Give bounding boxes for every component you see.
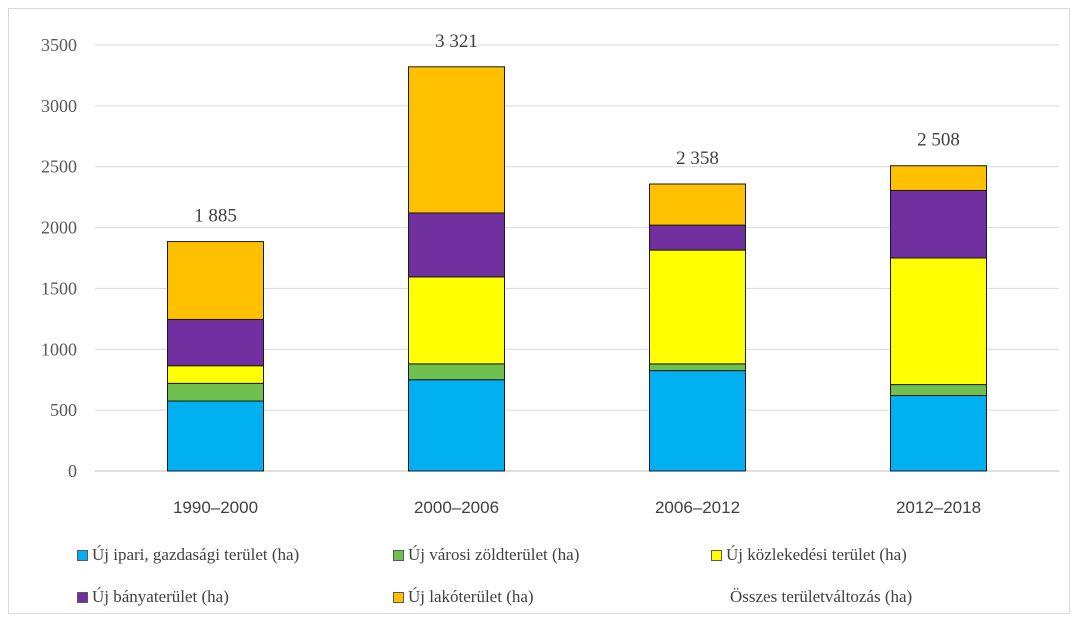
y-tick-label: 1500 bbox=[41, 278, 77, 298]
bar-segment bbox=[649, 363, 746, 372]
total-data-label: 2 508 bbox=[917, 130, 960, 151]
legend-item-zold: Új városi zöldterület (ha) bbox=[393, 545, 579, 565]
y-tick-label: 0 bbox=[68, 461, 77, 481]
bar-segment bbox=[890, 257, 987, 386]
bar-segment bbox=[167, 365, 264, 384]
chart-frame: 0 500 1000 1500 2000 2500 3000 3500 1 885 1990–20… bbox=[8, 8, 1070, 614]
legend-item-banya: Új bányaterület (ha) bbox=[77, 587, 229, 607]
x-tick-label: 2000–2006 bbox=[414, 498, 499, 517]
x-tick-label: 2006–2012 bbox=[655, 498, 740, 517]
legend-swatch-ipari bbox=[77, 549, 88, 561]
bar-segment bbox=[890, 189, 987, 259]
bar-segment bbox=[408, 276, 505, 365]
bar-segment bbox=[890, 384, 987, 397]
legend-label-zold: Új városi zöldterület (ha) bbox=[408, 545, 580, 564]
legend-item-kozlekedesi: Új közlekedési terület (ha) bbox=[711, 545, 907, 565]
legend-item-osszes: Összes területváltozás (ha) bbox=[730, 587, 912, 607]
bar-segment bbox=[890, 395, 987, 472]
bar-segment bbox=[408, 379, 505, 472]
legend-swatch-zold bbox=[393, 549, 404, 561]
bar-segment bbox=[890, 165, 987, 191]
legend-item-lako: Új lakóterület (ha) bbox=[393, 587, 534, 607]
bar-segment bbox=[408, 212, 505, 278]
x-tick-label: 1990–2000 bbox=[173, 498, 258, 517]
legend-swatch-kozlekedesi bbox=[711, 549, 722, 561]
bar-segment bbox=[167, 241, 264, 320]
total-data-label: 3 321 bbox=[435, 31, 478, 52]
y-tick-label: 3000 bbox=[41, 96, 77, 116]
y-tick-label: 2500 bbox=[41, 157, 77, 177]
bar-segment bbox=[167, 382, 264, 402]
bar-segment bbox=[649, 370, 746, 472]
x-tick-label: 2012–2018 bbox=[896, 498, 981, 517]
legend-label-kozlekedesi: Új közlekedési terület (ha) bbox=[726, 545, 907, 564]
bar-segment bbox=[167, 318, 264, 367]
bar-segment bbox=[649, 183, 746, 226]
legend-label-lako: Új lakóterület (ha) bbox=[408, 587, 534, 606]
y-tick-label: 2000 bbox=[41, 218, 77, 238]
y-tick-label: 500 bbox=[50, 400, 77, 420]
bar-segment bbox=[408, 66, 505, 214]
legend-label-osszes: Összes területváltozás (ha) bbox=[730, 587, 913, 606]
bar-segment bbox=[649, 249, 746, 365]
legend-label-banya: Új bányaterület (ha) bbox=[92, 587, 229, 606]
y-tick-label: 1000 bbox=[41, 339, 77, 359]
total-data-label: 2 358 bbox=[676, 148, 719, 169]
bar-segment bbox=[167, 400, 264, 472]
legend-swatch-lako bbox=[393, 591, 404, 603]
legend-swatch-banya bbox=[77, 591, 88, 603]
y-tick-label: 3500 bbox=[41, 35, 77, 55]
legend-label-ipari: Új ipari, gazdasági terület (ha) bbox=[92, 545, 300, 564]
bar-segment bbox=[408, 363, 505, 381]
bar-segment bbox=[649, 224, 746, 251]
legend-item-ipari: Új ipari, gazdasági terület (ha) bbox=[77, 545, 299, 565]
stacked-bar-chart: 0 500 1000 1500 2000 2500 3000 3500 1 885 1990–20… bbox=[41, 31, 1059, 517]
total-data-label: 1 885 bbox=[194, 206, 237, 227]
